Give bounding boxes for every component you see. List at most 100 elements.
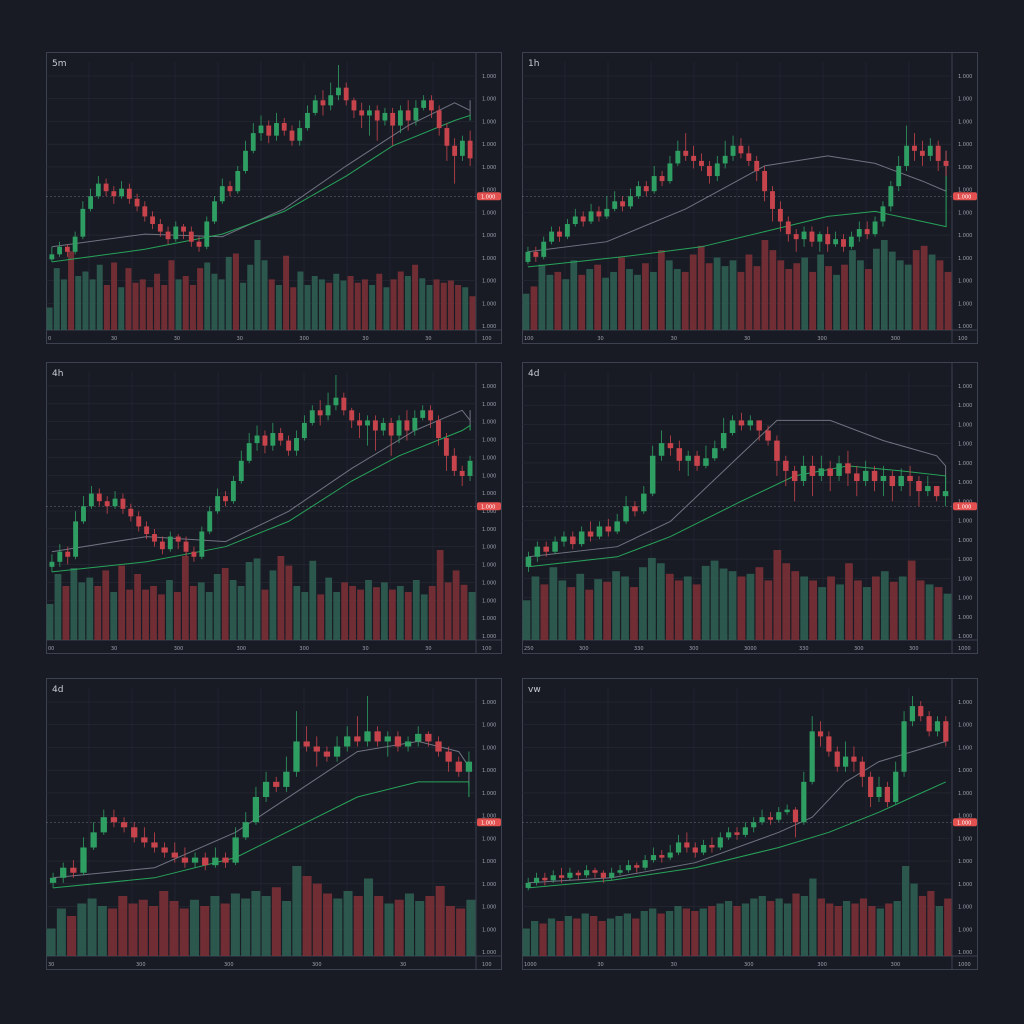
candle	[770, 186, 775, 222]
candle	[336, 64, 341, 101]
candle	[836, 455, 842, 481]
candle-body	[199, 531, 205, 557]
candle-body	[243, 150, 248, 171]
candle	[533, 246, 539, 262]
y-tick-label: 1.000	[482, 233, 496, 239]
candle-body	[413, 107, 419, 121]
candle	[425, 731, 432, 747]
y-tick-label: 1.000	[482, 905, 496, 911]
candle	[364, 696, 371, 747]
candle	[862, 460, 869, 487]
x-tick-label: 30	[671, 336, 677, 342]
x-tick-label: 30	[237, 336, 243, 342]
candle	[120, 817, 128, 833]
candle-body	[667, 443, 674, 449]
candle-body	[173, 226, 179, 240]
volume-bar	[200, 906, 210, 956]
volume-bar	[373, 587, 380, 640]
candle	[859, 756, 865, 787]
volume-bar	[462, 287, 469, 330]
candle	[90, 822, 97, 851]
candle	[119, 181, 124, 199]
candle-body	[783, 460, 789, 471]
candle	[842, 741, 849, 772]
volume-bar	[746, 573, 755, 640]
candle	[57, 544, 63, 567]
candle	[374, 726, 381, 747]
candle-body	[642, 860, 648, 868]
candle-body	[614, 521, 620, 532]
volume-bar	[868, 906, 876, 956]
candle	[382, 107, 388, 126]
y-tick-label: 1.000	[958, 745, 972, 751]
candle	[81, 496, 86, 524]
volume-bar	[665, 260, 673, 330]
volume-bar	[333, 592, 341, 640]
volume-bar	[333, 898, 343, 956]
volume-bar	[859, 898, 868, 956]
candle-body	[834, 751, 840, 767]
candle-body	[303, 741, 310, 747]
moving-average-slow	[51, 114, 471, 263]
volume-bar	[665, 573, 674, 640]
x-tick-label: 1000	[958, 646, 971, 652]
volume-bar	[86, 577, 94, 640]
candle-body	[428, 100, 434, 111]
candle	[714, 155, 720, 182]
candle	[313, 736, 320, 767]
price-tag	[953, 818, 977, 827]
volume-bar	[522, 293, 530, 330]
volume-bar	[556, 921, 564, 956]
candle	[444, 123, 450, 161]
y-tick-label: 1.000	[482, 473, 496, 479]
volume-bar	[615, 916, 623, 956]
candle-body	[714, 163, 720, 177]
candle	[703, 445, 709, 469]
candle	[709, 837, 715, 853]
candle-body	[443, 438, 449, 456]
candle	[73, 511, 79, 560]
candle-body	[649, 455, 656, 494]
volume-bar	[904, 264, 912, 330]
volume-bar	[590, 916, 598, 956]
volume-bar	[126, 589, 133, 640]
y-tick-label: 1.000	[482, 791, 496, 797]
chart-panel-4: 1.000 1.000 1.000 1.000 1.000 1.000 1.000 1.000…	[522, 362, 978, 654]
candle-body	[222, 857, 229, 863]
volume-bar	[384, 903, 394, 956]
x-tick-label: 30	[362, 336, 368, 342]
candle	[374, 105, 380, 141]
y-tick-label: 1.000	[958, 480, 972, 486]
y-tick-label: 1.000	[958, 119, 972, 125]
candle	[818, 455, 825, 481]
candle-body	[294, 438, 299, 451]
volume-bar	[585, 589, 594, 640]
volume-bar	[935, 906, 943, 956]
volume-bar	[376, 273, 383, 330]
volume-bar	[871, 576, 880, 640]
candle	[620, 196, 626, 212]
candle	[204, 216, 210, 250]
candle-body	[880, 206, 886, 222]
candle-body	[207, 511, 213, 532]
candle	[141, 827, 148, 848]
volume-bar	[428, 586, 436, 640]
volume-bar	[354, 282, 361, 330]
candle	[641, 486, 647, 514]
candle	[349, 407, 355, 428]
volume-bar	[697, 245, 705, 330]
candle-body	[525, 251, 531, 262]
candle-body	[676, 448, 683, 461]
chart-svg: 1.0001.0001.0001.0001.0001.0001.0001.000…	[46, 362, 502, 654]
candle	[856, 221, 862, 242]
y-tick-label: 1.000	[482, 384, 496, 390]
candle-body	[65, 551, 71, 557]
candle	[880, 201, 886, 227]
candle-body	[273, 781, 280, 787]
candle	[918, 701, 924, 722]
candle	[273, 776, 280, 792]
candle-body	[357, 420, 363, 426]
candle	[283, 756, 290, 792]
candle	[152, 528, 157, 547]
candle	[398, 105, 403, 134]
